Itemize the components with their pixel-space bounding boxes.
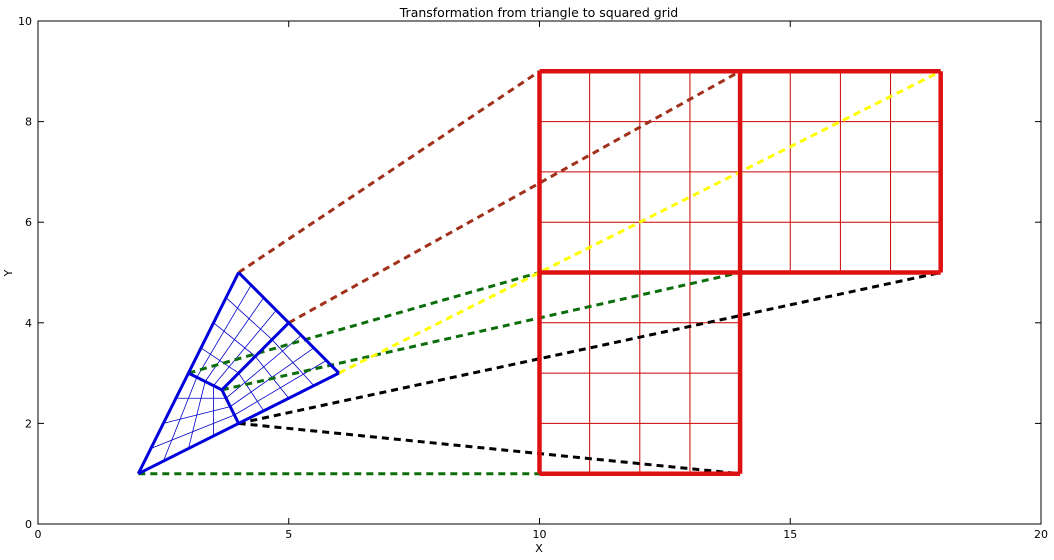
mapping-dashed-line: [238, 421, 741, 476]
triangle-mesh-line: [225, 335, 302, 399]
chart-title: Transformation from triangle to squared …: [399, 5, 678, 20]
chart-marks: [136, 69, 943, 476]
x-tick-label: 0: [35, 528, 42, 541]
mapping-dashed-line: [188, 271, 540, 375]
x-tick-label: 5: [285, 528, 292, 541]
mapping-dashed-line: [288, 69, 741, 325]
triangle-mesh-line: [188, 381, 206, 449]
mapping-dashed-line: [237, 70, 541, 274]
triangle-mesh-line: [238, 372, 265, 412]
y-tick-label: 10: [18, 15, 32, 28]
y-tick-label: 0: [25, 518, 32, 531]
triangle-mesh-line: [213, 309, 277, 386]
x-axis-label: X: [535, 542, 543, 555]
axis-ticks: 0 5 10 15 20 0 2 4 6 8 10: [18, 15, 1048, 541]
y-axis-label: Y: [2, 269, 15, 277]
x-tick-label: 10: [533, 528, 547, 541]
y-tick-label: 4: [25, 317, 32, 330]
triangle-outline-segment: [187, 371, 223, 392]
triangle-outline-segment: [137, 371, 340, 476]
y-tick-label: 8: [25, 116, 32, 129]
triangle-outline-segment: [220, 389, 240, 425]
triangle-mesh-line: [200, 347, 239, 374]
x-tick-label: 15: [783, 528, 797, 541]
mapping-dashed-line: [221, 271, 741, 392]
triangle-mesh-line: [213, 322, 256, 357]
triangle-outline-segment: [220, 321, 290, 391]
y-tick-label: 6: [25, 216, 32, 229]
y-tick-label: 2: [25, 417, 32, 430]
mapping-dashed-line: [338, 69, 942, 375]
x-tick-label: 20: [1034, 528, 1048, 541]
